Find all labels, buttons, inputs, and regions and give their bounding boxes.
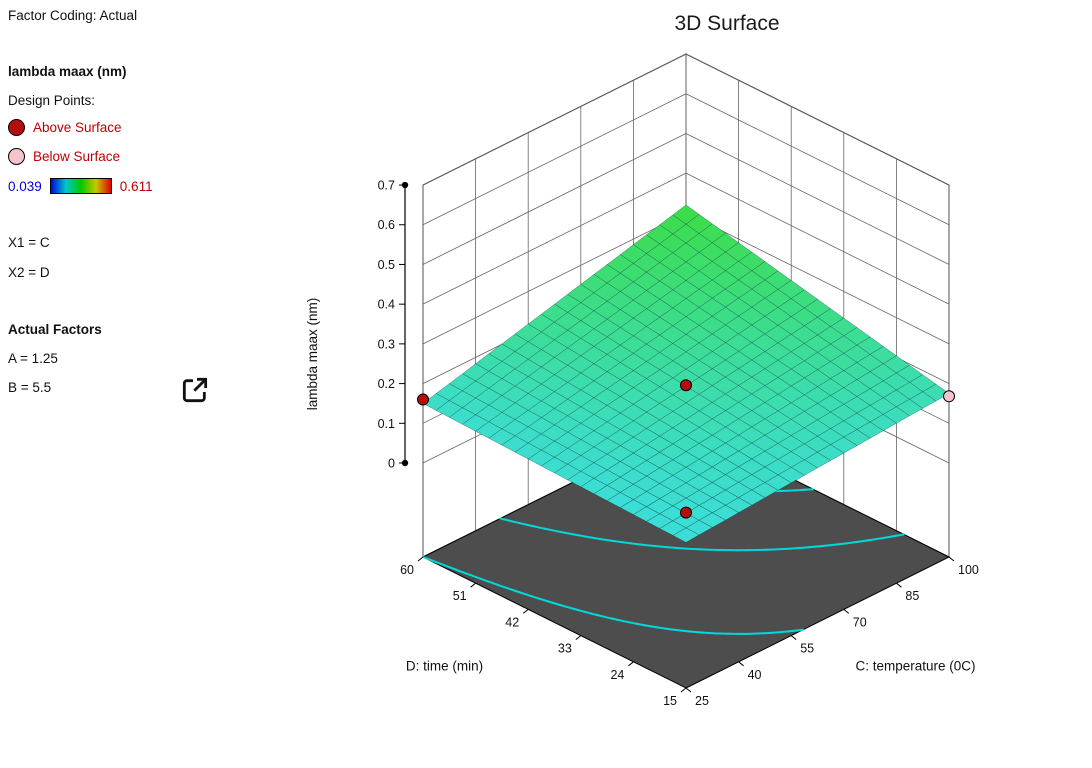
actual-factors-label: Actual Factors	[8, 322, 102, 337]
chart-title: 3D Surface	[674, 12, 780, 35]
design-point-below	[943, 390, 955, 403]
design-points	[417, 379, 955, 519]
z-axis-tick-label: 0.3	[378, 337, 395, 351]
z-axis: 0 0.1 0.2 0.3 0.4 0.5 0.6 0.7 lambda maax (nm)	[305, 179, 409, 471]
x2-assignment: X2 = D	[8, 265, 50, 280]
c-axis-tick-label: 85	[905, 589, 919, 603]
d-axis-tick-label: 24	[610, 668, 624, 682]
z-axis-tick-label: 0.6	[378, 218, 395, 232]
z-axis-tick-label: 0.4	[378, 298, 395, 312]
color-scale-row: 0.039 0.611	[8, 178, 153, 194]
factor-a-value: A = 1.25	[8, 351, 58, 366]
z-axis-tick-label: 0	[388, 457, 395, 471]
below-surface-point-icon	[8, 148, 25, 165]
c-axis-tick-label: 40	[748, 668, 762, 682]
surface-mesh	[422, 204, 950, 543]
d-axis-tick-label: 51	[453, 589, 467, 603]
d-axis-tick-label: 60	[400, 563, 414, 577]
scale-max-value: 0.611	[119, 178, 153, 194]
d-axis-tick-label: 42	[505, 615, 519, 629]
response-name-label: lambda maax (nm)	[8, 64, 127, 79]
d-axis-tick-label: 33	[558, 642, 572, 656]
scale-min-value: 0.039	[8, 178, 42, 194]
above-surface-point-icon	[8, 119, 25, 136]
design-point-above	[680, 379, 692, 392]
design-point-above	[680, 506, 692, 519]
legend-above-surface-row: Above Surface	[8, 119, 122, 136]
c-axis-tick-label: 100	[958, 563, 979, 577]
x1-assignment: X1 = C	[8, 235, 50, 250]
above-surface-label: Above Surface	[33, 120, 122, 135]
design-points-label: Design Points:	[8, 93, 96, 108]
factor-b-value: B = 5.5	[8, 380, 52, 395]
design-point-above	[417, 393, 429, 406]
c-axis-tick-label: 55	[800, 642, 814, 656]
c-axis-tick-label: 70	[853, 615, 867, 629]
c-axis-tick-label: 25	[695, 694, 709, 708]
c-axis-title: C: temperature (0C)	[855, 659, 975, 674]
z-axis-tick-label: 0.7	[378, 179, 395, 193]
d-axis-tick-label: 15	[663, 694, 677, 708]
z-axis-tick-label: 0.1	[378, 417, 395, 431]
legend-below-surface-row: Below Surface	[8, 148, 120, 165]
z-axis-tick-label: 0.2	[378, 377, 395, 391]
pop-out-icon[interactable]	[179, 374, 211, 406]
z-axis-tick-label: 0.5	[378, 258, 395, 272]
z-axis-title: lambda maax (nm)	[305, 298, 320, 411]
factor-coding-label: Factor Coding: Actual	[8, 8, 138, 23]
color-scale-bar	[49, 178, 112, 194]
below-surface-label: Below Surface	[33, 149, 121, 164]
pop-out-icon-svg	[182, 377, 208, 403]
bottom-axes: 15 24 33 42 51 60 25 40 55 70 85 100 D: time (min) C:…	[400, 556, 979, 708]
d-axis-title: D: time (min)	[406, 659, 483, 674]
